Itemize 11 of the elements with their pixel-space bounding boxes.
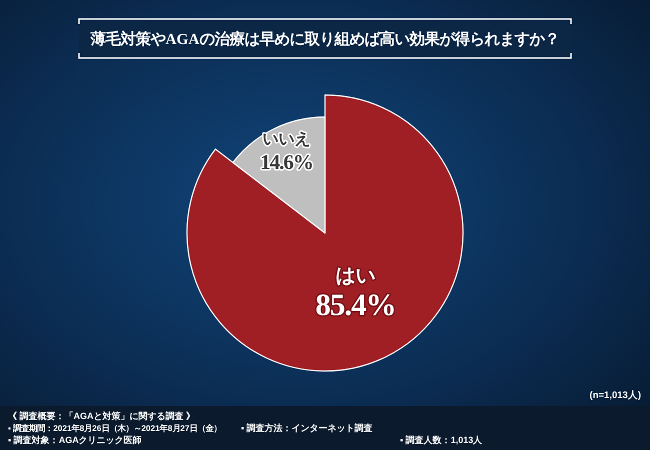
text: ▪ 調査方法：インターネット調査 [241, 423, 373, 433]
text: ▪ 調査期間：2021年8月26日（木）～2021年8月27日（金） [8, 424, 222, 433]
slice-label: はい [336, 262, 376, 287]
data-label: 14.6% [260, 150, 313, 174]
data-label: 85.4% [315, 286, 396, 322]
text: 《 調査概要：「AGAと対策」に関する調査 》 [8, 411, 196, 421]
slice-label: いいえ [262, 129, 311, 148]
chart-title: 薄毛対策やAGAの治療は早めに取り組めば高い効果が得られますか？ [90, 30, 560, 48]
text: ▪ 調査対象：AGAクリニック医師 [8, 435, 142, 445]
text: ▪ 調査人数：1,013人 [400, 435, 484, 445]
text: (n=1,013人) [590, 389, 641, 401]
